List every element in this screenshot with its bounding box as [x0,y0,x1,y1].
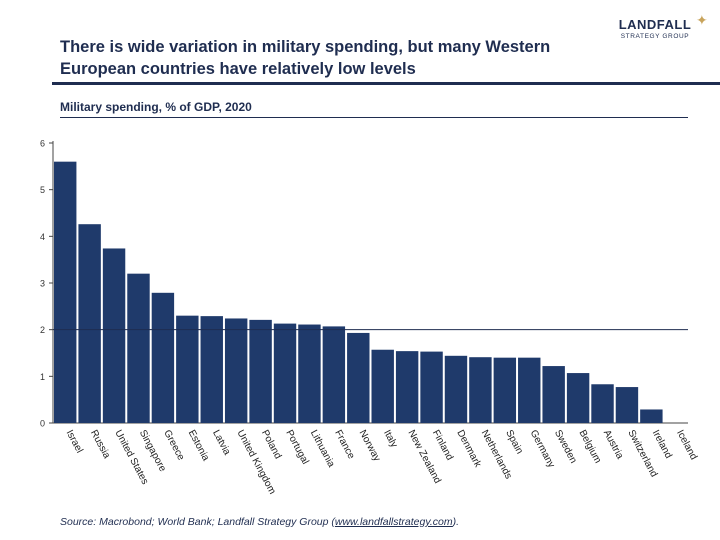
bar-sweden [542,366,565,423]
star-icon: ✦ [696,12,708,28]
bar-austria [591,384,614,423]
x-tick-label: Italy [381,428,399,449]
x-tick-label: Denmark [454,428,483,470]
x-tick-label: Portugal [283,428,310,466]
y-tick-label: 1 [40,372,45,382]
x-tick-label: Finland [430,428,455,462]
source-link[interactable]: www.landfallstrategy.com [334,516,453,528]
bar-norway [347,332,370,423]
bar-spain [493,357,517,423]
bar-germany [518,357,541,423]
bar-latvia [200,316,223,423]
x-tick-label: Iceland [674,428,699,462]
x-tick-label: Greece [161,428,186,463]
bar-portugal [273,323,297,423]
bar-greece [151,292,175,423]
bar-estonia [176,315,199,423]
bar-lithuania [298,324,321,423]
y-tick-label: 2 [40,325,45,335]
bar-united-states [102,248,126,423]
bar-new-zealand [395,351,419,423]
bar-israel [54,161,77,423]
landfall-logo: ✦ LANDFALL STRATEGY GROUP [600,12,710,41]
y-tick-label: 0 [40,419,45,429]
bar-singapore [127,273,150,423]
x-tick-label: France [332,428,357,461]
source-suffix: ). [452,516,459,528]
x-tick-label: Belgium [576,428,603,465]
bar-italy [371,349,394,423]
y-tick-label: 5 [40,185,45,195]
source-prefix: Source: Macrobond; World Bank; Landfall … [60,516,335,528]
logo-name: LANDFALL [618,17,692,32]
bar-united-kingdom [224,318,248,423]
x-tick-label: Estonia [186,428,212,463]
bar-netherlands [469,357,492,423]
y-tick-label: 6 [40,139,45,149]
bar-denmark [444,355,468,423]
x-tick-label: Lithuania [308,428,337,469]
bar-russia [78,224,101,423]
y-tick-label: 4 [40,232,45,242]
logo-subtitle: STRATEGY GROUP [620,33,690,40]
source-note: Source: Macrobond; World Bank; Landfall … [60,516,459,528]
chart-title-divider [60,117,688,118]
x-tick-label: Norway [357,428,383,463]
bar-ireland [640,409,663,423]
x-tick-label: Ireland [650,428,674,460]
bar-france [322,326,346,423]
bar-switzerland [615,387,639,423]
x-tick-label: Austria [601,428,626,461]
x-tick-label: Russia [88,428,112,461]
x-tick-label: Germany [528,428,557,469]
x-tick-label: Spain [503,428,525,456]
bar-belgium [566,373,590,423]
x-tick-label: Latvia [210,428,232,457]
x-tick-label: Sweden [552,428,579,465]
bar-poland [249,319,272,423]
bar-finland [420,351,443,423]
x-tick-label: Israel [64,428,85,455]
chart-title: Military spending, % of GDP, 2020 [60,100,252,114]
header-divider [52,82,720,85]
y-tick-label: 3 [40,279,45,289]
x-tick-label: Poland [259,428,283,461]
headline: There is wide variation in military spen… [60,38,551,78]
